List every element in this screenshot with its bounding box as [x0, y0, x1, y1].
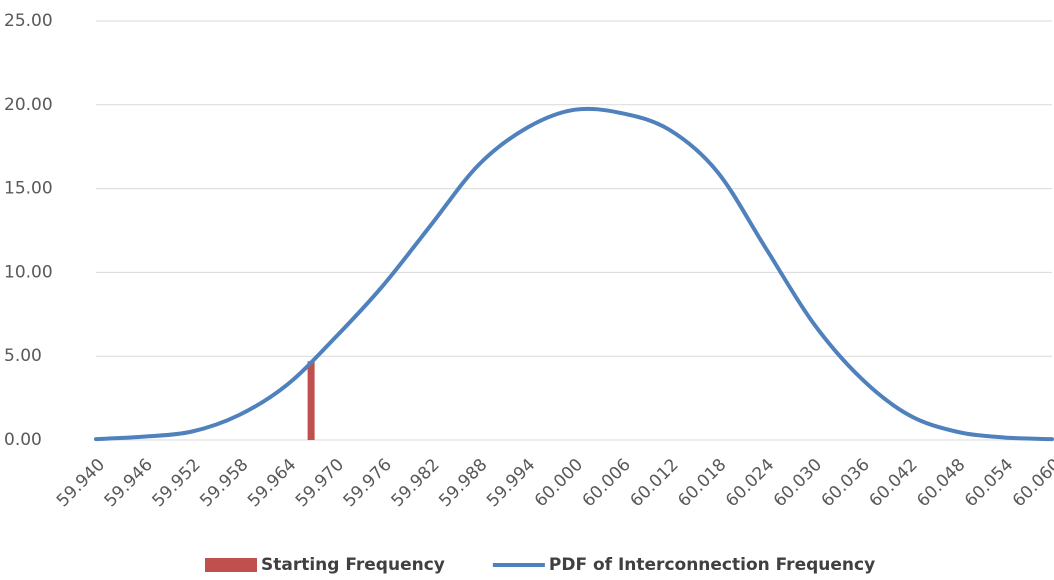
x-tick-label: 59.976: [340, 455, 396, 511]
x-tick-label: 60.000: [531, 455, 587, 511]
y-tick-label: 20.00: [4, 95, 53, 115]
bar: [307, 361, 315, 440]
x-tick-label: 60.030: [770, 455, 826, 511]
legend-label: Starting Frequency: [261, 555, 445, 575]
y-tick-label: 15.00: [4, 179, 53, 199]
x-tick-label: 60.060: [1009, 455, 1054, 511]
x-tick-label: 59.940: [53, 455, 109, 511]
x-tick-label: 60.012: [626, 455, 682, 511]
x-tick-label: 59.946: [101, 455, 157, 511]
x-tick-label: 60.048: [913, 455, 969, 511]
x-tick-label: 59.964: [244, 455, 300, 511]
y-tick-label: 25.00: [4, 11, 53, 31]
x-tick-label: 60.018: [674, 455, 730, 511]
legend-swatch: [205, 558, 257, 572]
y-tick-label: 5.00: [4, 346, 42, 366]
x-tick-label: 59.952: [148, 455, 204, 511]
x-tick-label: 60.042: [865, 455, 921, 511]
x-tick-label: 59.988: [435, 455, 491, 511]
y-tick-label: 10.00: [4, 262, 53, 282]
legend-label: PDF of Interconnection Frequency: [549, 555, 875, 575]
x-tick-label: 60.006: [579, 455, 635, 511]
x-tick-label: 59.970: [292, 455, 348, 511]
x-tick-label: 59.958: [196, 455, 252, 511]
x-tick-label: 60.054: [961, 455, 1017, 511]
line: [94, 106, 1054, 442]
x-tick-label: 59.994: [483, 455, 539, 511]
x-tick-label: 60.036: [818, 455, 874, 511]
x-tick-label: 60.024: [722, 455, 778, 511]
y-tick-label: 0.00: [4, 430, 42, 450]
x-tick-label: 59.982: [387, 455, 443, 511]
